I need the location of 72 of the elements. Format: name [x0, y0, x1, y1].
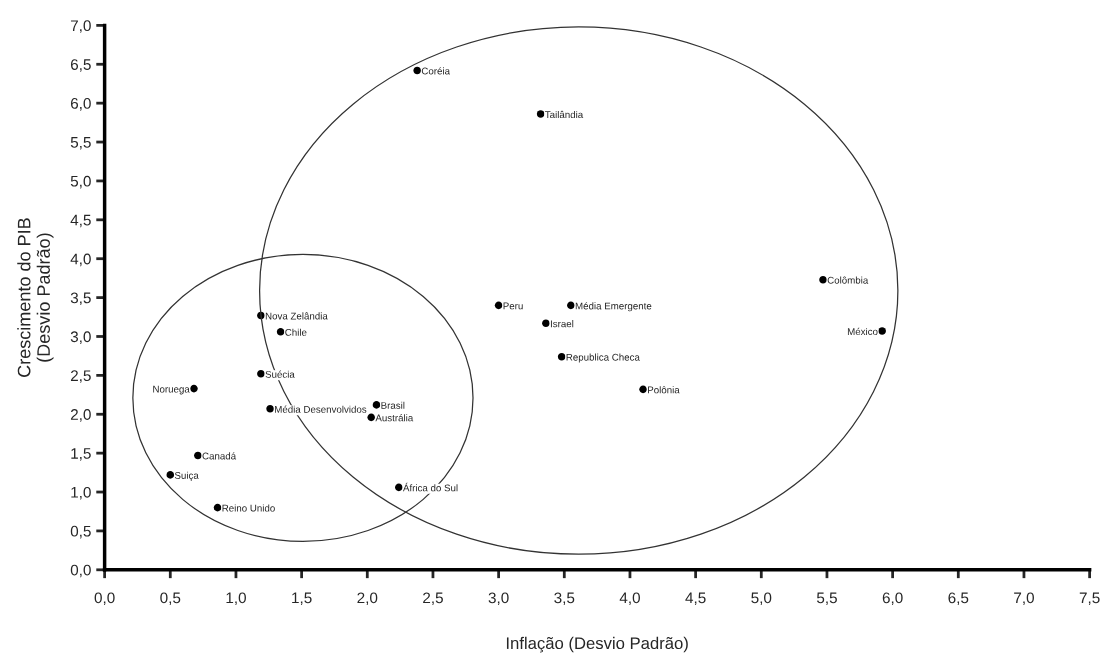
annotation: Peru	[503, 302, 523, 310]
y-axis-title: Crescimento do PIB (Desvio Padrão)	[17, 218, 54, 377]
y-tick-label: 5,5	[70, 137, 91, 150]
point	[367, 413, 376, 422]
y-tick-label: 1,5	[71, 448, 91, 461]
annotation: Austrália	[375, 414, 414, 422]
annotation: Média Desenvolvidos	[275, 405, 367, 413]
point	[819, 275, 827, 284]
annotation: Brasil	[381, 401, 405, 409]
y-tick-label: 1,0	[71, 486, 91, 500]
point	[413, 66, 421, 75]
annotation: África do Sul	[403, 482, 458, 492]
y-tick-label: 6,0	[70, 98, 91, 111]
annotation: Suiça	[174, 471, 199, 481]
y-tick-label: 6,5	[70, 59, 91, 72]
point	[494, 301, 503, 310]
point	[557, 352, 566, 361]
annotation: Média Emergente	[575, 302, 652, 312]
y-tick-label: 2,0	[70, 409, 91, 422]
point	[190, 384, 198, 393]
annotation: Canadá	[202, 452, 237, 460]
annotation: México	[847, 327, 878, 336]
annotation: Reino Unido	[222, 504, 275, 512]
point	[276, 328, 285, 336]
x-tick-label: 2,0	[357, 592, 378, 606]
point	[372, 401, 381, 409]
point	[878, 327, 886, 335]
x-tick-label: 3,5	[554, 592, 575, 606]
x-tick-label: 3,0	[488, 592, 509, 606]
annotation: Republica Checa	[566, 353, 640, 363]
point	[166, 471, 175, 479]
y-tick-label: 7,0	[70, 20, 91, 33]
point	[257, 370, 265, 378]
x-tick-label: 0,0	[94, 592, 115, 606]
y-tick-label: 0,5	[70, 525, 91, 539]
point	[213, 503, 222, 512]
x-tick-label: 0,5	[160, 592, 181, 606]
point	[639, 385, 647, 394]
x-tick-label: 5,5	[816, 592, 837, 606]
y-tick-label: 3,5	[70, 292, 91, 306]
annotation: Suécia	[265, 370, 295, 378]
y-tick-label: 0,0	[70, 564, 91, 578]
point	[567, 301, 575, 310]
annotation: Colômbia	[827, 276, 869, 284]
annotation: Coréia	[421, 67, 450, 75]
annotation: Nova Zelândia	[265, 312, 328, 320]
point	[194, 451, 202, 460]
annotation: Noruega	[153, 385, 190, 395]
x-tick-label: 6,0	[882, 592, 903, 606]
x-tick-label: 4,0	[619, 592, 640, 606]
x-axis-title: Inflação (Desvio Padrão)	[506, 636, 688, 653]
x-tick-label: 2,5	[423, 592, 443, 606]
point	[542, 319, 550, 328]
point	[395, 483, 403, 492]
point	[266, 405, 274, 413]
annotation: Tailândia	[545, 110, 584, 119]
y-tick-label: 3,0	[70, 331, 91, 344]
annotation: Chile	[285, 328, 307, 336]
x-tick-label: 7,5	[1079, 592, 1100, 606]
x-tick-label: 7,0	[1014, 592, 1034, 606]
x-tick-label: 4,5	[685, 592, 706, 606]
annotation: Polônia	[648, 386, 680, 394]
point	[536, 110, 545, 118]
y-tick-label: 4,5	[70, 214, 91, 228]
annotation: Israel	[550, 320, 574, 328]
x-tick-label: 6,5	[948, 592, 969, 606]
y-tick-label: 5,0	[70, 175, 91, 189]
x-tick-label: 1,0	[226, 592, 246, 606]
y-tick-label: 2,5	[70, 370, 91, 383]
y-tick-label: 4,0	[70, 253, 91, 267]
x-tick-label: 1,5	[292, 592, 312, 606]
x-tick-label: 5,0	[751, 592, 772, 606]
